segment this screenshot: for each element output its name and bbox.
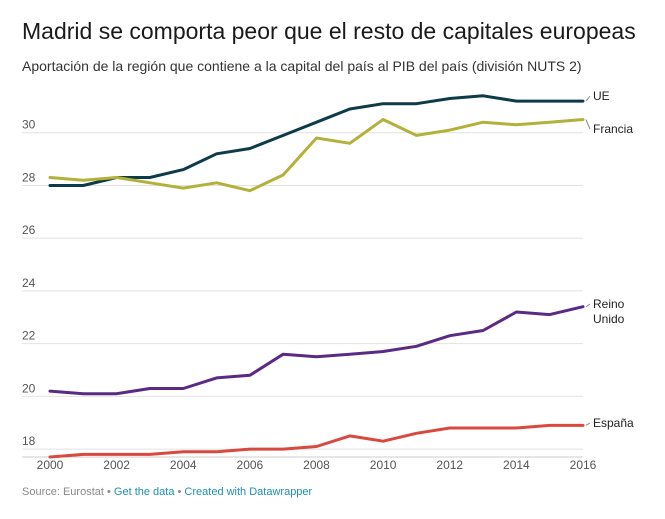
y-axis-ticks: 18 20 22 24 26 28 30 <box>22 118 36 448</box>
chart-subtitle: Aportación de la región que contiene a l… <box>22 58 582 74</box>
series-label: Unido <box>593 312 625 326</box>
y-tick-label: 24 <box>22 276 36 290</box>
series-label: UE <box>593 89 610 103</box>
x-tick-label: 2010 <box>370 458 397 472</box>
label-connector <box>585 119 591 130</box>
x-tick-label: 2014 <box>503 458 530 472</box>
separator: • <box>174 486 185 498</box>
y-tick-label: 28 <box>22 170 36 184</box>
x-tick-label: 2000 <box>37 458 64 472</box>
series-label: Francia <box>593 122 633 136</box>
chart-title: Madrid se comporta peor que el resto de … <box>22 18 636 44</box>
x-tick-label: 2012 <box>436 458 463 472</box>
series-lines <box>48 94 585 459</box>
series-line-francia <box>48 118 585 193</box>
x-tick-label: 2006 <box>237 458 264 472</box>
x-tick-label: 2008 <box>303 458 330 472</box>
y-tick-label: 30 <box>22 118 36 132</box>
y-tick-label: 18 <box>22 434 36 448</box>
series-line-españa <box>48 423 585 459</box>
y-tick-label: 22 <box>22 329 36 343</box>
source-text: Source: Eurostat <box>22 486 104 498</box>
datawrapper-link[interactable]: Created with Datawrapper <box>184 486 313 498</box>
label-connector <box>585 303 591 308</box>
x-axis-ticks: 2000 2002 2004 2006 2008 2010 2012 2014 2016 <box>37 458 597 472</box>
label-connector <box>585 422 591 426</box>
series-line-reino-unido <box>48 305 585 396</box>
chart-footer: Source: Eurostat • Get the data • Create… <box>22 486 312 498</box>
series-label: Reino <box>593 297 625 311</box>
y-tick-label: 20 <box>22 381 36 395</box>
separator: • <box>103 486 114 498</box>
x-tick-label: 2004 <box>170 458 197 472</box>
series-label: España <box>593 416 634 430</box>
x-tick-label: 2002 <box>103 458 130 472</box>
y-tick-label: 26 <box>22 223 36 237</box>
series-line-ue <box>48 94 585 187</box>
x-tick-label: 2016 <box>570 458 597 472</box>
get-data-link[interactable]: Get the data <box>113 486 175 498</box>
label-connector <box>585 95 591 102</box>
